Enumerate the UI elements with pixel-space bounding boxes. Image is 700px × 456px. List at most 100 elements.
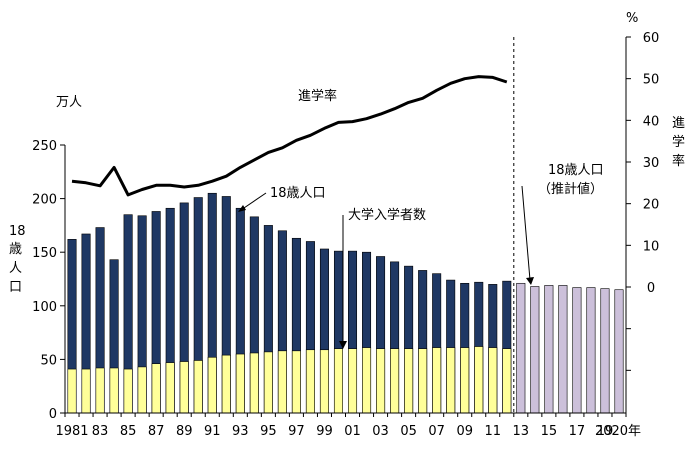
x-tick-label-1981: 1981 — [55, 424, 88, 439]
admission-bar-2000 — [333, 348, 343, 414]
admission-bar-1982 — [81, 368, 91, 414]
admission-bar-2003 — [376, 348, 386, 414]
x-tick-label-2011: 11 — [484, 424, 501, 439]
admission-bar-1998 — [305, 349, 315, 414]
right-axis-title: 進 学 率 — [672, 116, 685, 169]
admission-bar-2001 — [348, 348, 358, 414]
estimate-pointer — [521, 185, 531, 281]
estimate-bar-2013 — [516, 282, 526, 414]
admission-bar-1995 — [263, 351, 273, 414]
admission-bar-1990 — [193, 360, 203, 414]
population-pointer — [240, 192, 267, 211]
admission-bar-1988 — [165, 362, 175, 414]
admission-bar-1985 — [123, 368, 133, 414]
estimate-bar-2014 — [530, 286, 540, 414]
right-tick-label-50: 50 — [643, 73, 660, 88]
x-tick-label-1991: 91 — [204, 424, 221, 439]
admission-bar-1986 — [137, 366, 147, 414]
estimate-bar-2016 — [558, 285, 568, 414]
left-tick-label-250: 250 — [32, 139, 57, 154]
admission-bar-1997 — [291, 350, 301, 414]
left-axis-title-char-0: 18 — [9, 224, 26, 239]
left-unit-label: 万人 — [56, 95, 82, 110]
rate-line — [71, 75, 508, 197]
admission-bar-2007 — [432, 347, 442, 414]
x-tick-label-2003: 03 — [372, 424, 389, 439]
admission-bar-2004 — [390, 348, 400, 414]
x-tick-label-2001: 01 — [344, 424, 361, 439]
admission-bar-2012 — [502, 348, 512, 414]
left-tick-label-0: 0 — [49, 407, 57, 422]
admission-bar-1993 — [235, 353, 245, 414]
population-pointer-head — [238, 205, 246, 212]
admission-bar-2008 — [446, 347, 456, 414]
estimate-bar-2017 — [572, 287, 582, 414]
right-tick-label-10: 10 — [643, 239, 660, 254]
rate-line-label: 進学率 — [298, 88, 337, 104]
estimate-bar-2019 — [600, 288, 610, 414]
estimate-label-1: 18歳人口 — [548, 163, 604, 178]
right-tick-label-30: 30 — [643, 156, 660, 171]
left-axis-title: 18 歳 人 口 — [9, 224, 26, 295]
estimate-pointer-head — [526, 277, 534, 285]
admission-bar-1992 — [221, 354, 231, 414]
right-axis-title-char-1: 学 — [672, 134, 685, 150]
right-tick-label-60: 60 — [643, 31, 660, 46]
population-label: 18歳人口 — [270, 186, 326, 201]
admission-bar-2010 — [474, 346, 484, 414]
right-axis-title-char-0: 進 — [672, 116, 685, 131]
right-tick-label-20: 20 — [643, 198, 660, 213]
left-tick-label-200: 200 — [32, 193, 57, 208]
estimate-label-2: （推計値） — [538, 181, 603, 197]
left-axis-title-char-3: 口 — [9, 280, 22, 295]
admission-bar-1981 — [67, 368, 77, 414]
x-tick-label-2017: 17 — [569, 424, 586, 439]
estimate-bar-2020 — [614, 289, 624, 414]
admission-bar-2011 — [488, 347, 498, 414]
x-tick-label-1995: 95 — [260, 424, 277, 439]
x-tick-label-1985: 85 — [120, 424, 137, 439]
right-tick-label-40: 40 — [643, 114, 660, 129]
axes-group — [64, 37, 627, 414]
admission-bar-1989 — [179, 361, 189, 414]
x-tick-label-1989: 89 — [176, 424, 193, 439]
left-tick-label-100: 100 — [32, 300, 57, 315]
admission-bar-2009 — [460, 347, 470, 414]
admission-pointer-head — [339, 341, 347, 349]
x-tick-label-2020: 2020年 — [595, 424, 641, 439]
right-tick-label-0: 0 — [647, 281, 655, 296]
right-unit-label: % — [626, 11, 638, 26]
x-tick-label-2015: 15 — [541, 424, 558, 439]
admission-bar-2006 — [418, 348, 428, 414]
x-tick-label-1999: 99 — [316, 424, 333, 439]
admission-bar-2002 — [362, 347, 372, 414]
estimate-bar-2018 — [586, 287, 596, 414]
admission-bar-2005 — [404, 348, 414, 414]
admission-label: 大学入学者数 — [348, 207, 426, 223]
x-tick-label-2009: 09 — [456, 424, 473, 439]
right-axis-title-char-2: 率 — [672, 153, 685, 169]
x-tick-label-1983: 83 — [92, 424, 109, 439]
x-tick-label-2005: 05 — [400, 424, 417, 439]
admission-bar-1984 — [109, 367, 119, 414]
admission-bar-1999 — [319, 349, 329, 414]
x-tick-label-1987: 87 — [148, 424, 165, 439]
x-tick-label-2013: 13 — [513, 424, 530, 439]
x-tick-label-2007: 07 — [428, 424, 445, 439]
x-tick-label-1993: 93 — [232, 424, 249, 439]
x-tick-label-1997: 97 — [288, 424, 305, 439]
admission-bar-1987 — [151, 363, 161, 414]
admission-bar-1983 — [95, 367, 105, 414]
left-tick-label-150: 150 — [32, 246, 57, 261]
bars-group — [67, 192, 624, 414]
estimate-bar-2015 — [544, 285, 554, 414]
x-tick-label-2019: 19 — [597, 424, 614, 439]
admission-bar-1996 — [277, 350, 287, 414]
admission-bar-1991 — [207, 356, 217, 414]
left-tick-label-50: 50 — [40, 353, 57, 368]
left-axis-title-char-1: 歳 — [9, 242, 22, 257]
admission-bar-1994 — [249, 352, 259, 414]
left-axis-title-char-2: 人 — [9, 261, 22, 276]
